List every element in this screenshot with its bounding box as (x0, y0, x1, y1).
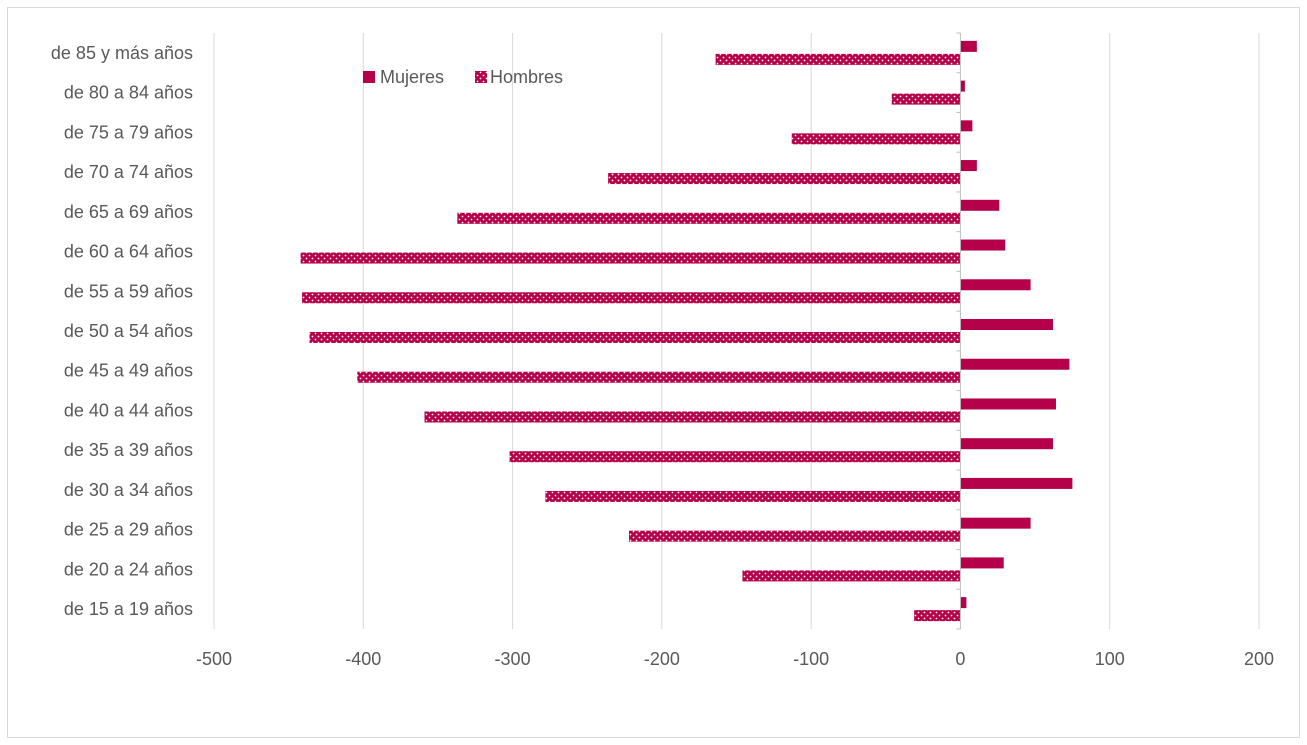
bar-mujeres-3 (960, 477, 1073, 489)
category-label-1: de 20 a 24 años (64, 559, 193, 579)
legend-label-mujeres: Mujeres (380, 67, 444, 87)
bar-mujeres-0 (960, 597, 967, 609)
bar-mujeres-6 (960, 358, 1070, 370)
chart-frame: de 15 a 19 años de 20 a 24 años de 25 a 29… (7, 7, 1300, 738)
category-label-3: de 30 a 34 años (64, 480, 193, 500)
category-label-9: de 60 a 64 años (64, 242, 193, 262)
x-tick-label-0: -500 (196, 649, 232, 669)
bar-mujeres-8 (960, 279, 1031, 291)
bar-mujeres-4 (960, 438, 1053, 450)
bar-hombres-11 (608, 173, 961, 185)
bar-hombres-8 (302, 292, 961, 304)
x-tick-label-6: 100 (1095, 649, 1125, 669)
bar-mujeres-11 (960, 160, 977, 172)
bar-mujeres-2 (960, 517, 1031, 529)
bar-mujeres-14 (960, 40, 977, 52)
category-label-4: de 35 a 39 años (64, 440, 193, 460)
bar-hombres-0 (914, 610, 961, 622)
bar-hombres-10 (457, 212, 961, 224)
category-label-6: de 45 a 49 años (64, 361, 193, 381)
bars (300, 40, 1073, 622)
legend-swatch-hombres (475, 71, 487, 83)
gridlines (213, 33, 1260, 629)
bar-hombres-4 (509, 451, 961, 463)
bar-hombres-6 (357, 371, 961, 383)
bar-mujeres-9 (960, 239, 1006, 251)
x-tick-label-3: -200 (644, 649, 680, 669)
bar-hombres-7 (309, 332, 961, 343)
bar-hombres-1 (742, 570, 961, 582)
bar-hombres-5 (424, 411, 961, 423)
x-tick-labels: -500 -400 -300 -200 -100 0 100 200 (196, 649, 1274, 669)
category-label-14: de 85 y más años (51, 43, 193, 63)
x-tick-label-4: -100 (793, 649, 829, 669)
x-tick-label-1: -400 (345, 649, 381, 669)
legend-swatch-mujeres (363, 71, 375, 83)
category-label-13: de 80 a 84 años (64, 83, 193, 103)
category-label-2: de 25 a 29 años (64, 520, 193, 540)
bar-hombres-3 (545, 490, 961, 502)
population-bar-chart: de 15 a 19 años de 20 a 24 años de 25 a 29… (51, 32, 1274, 669)
bar-mujeres-13 (960, 80, 965, 92)
category-label-5: de 40 a 44 años (64, 400, 193, 420)
bar-hombres-13 (891, 93, 961, 105)
bar-mujeres-1 (960, 557, 1004, 569)
x-tick-label-5: 0 (955, 649, 965, 669)
bar-hombres-9 (300, 252, 961, 264)
x-tick-label-2: -300 (495, 649, 531, 669)
bar-mujeres-5 (960, 398, 1056, 410)
legend: Mujeres Hombres (363, 67, 563, 87)
category-label-0: de 15 a 19 años (64, 599, 193, 619)
x-tick-label-7: 200 (1244, 649, 1274, 669)
bar-hombres-2 (629, 530, 961, 542)
bar-hombres-14 (715, 53, 961, 65)
legend-label-hombres: Hombres (490, 67, 563, 87)
category-label-11: de 70 a 74 años (64, 162, 193, 182)
category-label-7: de 50 a 54 años (64, 321, 193, 341)
category-labels: de 15 a 19 años de 20 a 24 años de 25 a 29… (51, 43, 193, 619)
bar-mujeres-12 (960, 120, 973, 132)
category-label-10: de 65 a 69 años (64, 202, 193, 222)
bar-hombres-12 (791, 133, 961, 145)
bar-mujeres-10 (960, 199, 1000, 211)
bar-mujeres-7 (960, 319, 1053, 330)
category-label-8: de 55 a 59 años (64, 281, 193, 301)
zero-axis (956, 32, 961, 630)
category-label-12: de 75 a 79 años (64, 122, 193, 142)
